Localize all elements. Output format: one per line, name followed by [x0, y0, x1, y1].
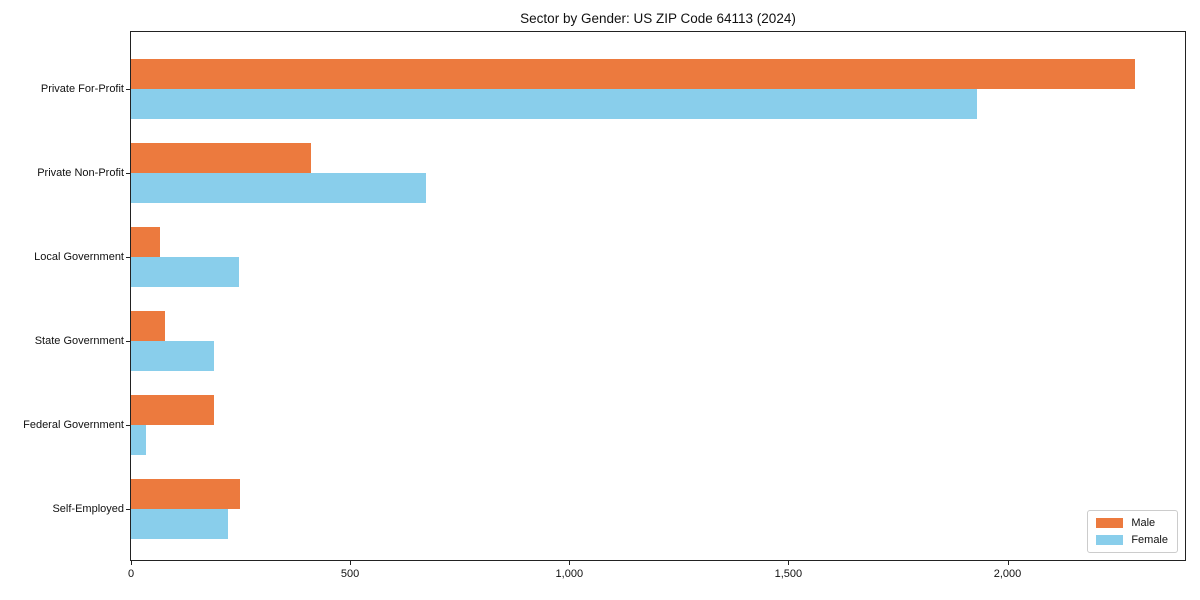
y-tick-mark: [126, 89, 130, 90]
y-tick-mark: [126, 257, 130, 258]
y-axis-label-state-government: State Government: [34, 335, 124, 347]
x-tick-mark: [131, 561, 132, 565]
x-tick-label-0: 0: [127, 568, 135, 580]
x-tick-mark: [1007, 561, 1009, 565]
y-tick-mark: [126, 509, 130, 510]
y-axis-label-federal-government: Federal Government: [23, 419, 124, 431]
x-tick-mark: [350, 561, 352, 565]
plot-area: Male Female: [130, 31, 1186, 561]
x-tick-label-500: 500: [340, 568, 360, 580]
bar-male-federal-government: [131, 395, 215, 425]
y-axis-label-private-for-profit: Private For-Profit: [40, 83, 124, 95]
bar-male-private-for-profit: [131, 59, 1135, 89]
y-tick-mark: [126, 425, 130, 426]
legend: Male Female: [1087, 510, 1178, 553]
legend-label-male: Male: [1131, 517, 1156, 529]
bar-female-private-non-profit: [131, 173, 426, 203]
bar-female-federal-government: [131, 425, 146, 455]
y-axis-label-private-non-profit: Private Non-Profit: [37, 167, 124, 179]
legend-item-male: Male: [1096, 517, 1168, 529]
bar-male-state-government: [131, 311, 166, 341]
male-color-swatch: [1096, 518, 1124, 528]
x-tick-label-1500: 1,500: [774, 568, 803, 580]
x-tick-label-2000: 2,000: [993, 568, 1022, 580]
bar-female-state-government: [131, 341, 215, 371]
bar-male-private-non-profit: [131, 143, 311, 173]
bar-male-local-government: [131, 227, 160, 257]
chart-title: Sector by Gender: US ZIP Code 64113 (202…: [520, 11, 796, 26]
legend-label-female: Female: [1131, 534, 1168, 546]
x-tick-label-1000: 1,000: [555, 568, 584, 580]
bar-female-self-employed: [131, 509, 229, 539]
y-tick-mark: [126, 341, 130, 342]
y-axis-label-local-government: Local Government: [34, 251, 124, 263]
bar-female-private-for-profit: [131, 89, 977, 119]
legend-item-female: Female: [1096, 534, 1168, 546]
y-axis-label-self-employed: Self-Employed: [52, 503, 124, 515]
bar-female-local-government: [131, 257, 239, 287]
y-tick-mark: [126, 173, 130, 174]
x-tick-mark: [569, 561, 571, 565]
bar-male-self-employed: [131, 479, 240, 509]
female-color-swatch: [1096, 535, 1124, 545]
x-tick-mark: [788, 561, 790, 565]
